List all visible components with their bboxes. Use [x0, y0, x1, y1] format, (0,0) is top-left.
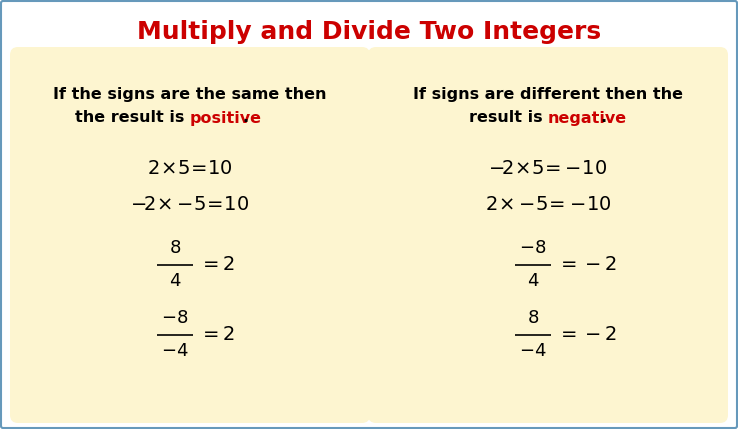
Text: Multiply and Divide Two Integers: Multiply and Divide Two Integers	[137, 20, 601, 44]
Text: $4$: $4$	[169, 272, 182, 290]
FancyBboxPatch shape	[10, 47, 370, 423]
Text: $=2$: $=2$	[199, 256, 235, 275]
Text: $-4$: $-4$	[161, 342, 189, 360]
Text: result is: result is	[469, 111, 548, 126]
Text: negative: negative	[548, 111, 627, 126]
Text: $2\!\times\!5\!=\!10$: $2\!\times\!5\!=\!10$	[148, 158, 232, 178]
Text: $=-2$: $=-2$	[557, 256, 617, 275]
Text: $-8$: $-8$	[520, 239, 547, 257]
Text: $=2$: $=2$	[199, 326, 235, 344]
Text: the result is: the result is	[75, 111, 190, 126]
Text: If the signs are the same then: If the signs are the same then	[53, 88, 327, 103]
Text: $-8$: $-8$	[162, 309, 189, 327]
Text: $2\!\times\!-\!5\!=\!-\!10$: $2\!\times\!-\!5\!=\!-\!10$	[485, 196, 612, 214]
Text: $-\!2\!\times\!-\!5\!=\!10$: $-\!2\!\times\!-\!5\!=\!10$	[131, 196, 249, 214]
Text: $4$: $4$	[527, 272, 539, 290]
Text: .: .	[600, 111, 606, 126]
Text: $=-2$: $=-2$	[557, 326, 617, 344]
Text: $-\!2\!\times\!5\!=\!-\!10$: $-\!2\!\times\!5\!=\!-\!10$	[489, 158, 607, 178]
Text: If signs are different then the: If signs are different then the	[413, 88, 683, 103]
Text: .: .	[242, 111, 248, 126]
Text: positive: positive	[190, 111, 262, 126]
FancyBboxPatch shape	[368, 47, 728, 423]
Text: $8$: $8$	[527, 309, 539, 327]
Text: $-4$: $-4$	[520, 342, 547, 360]
Text: $8$: $8$	[169, 239, 181, 257]
